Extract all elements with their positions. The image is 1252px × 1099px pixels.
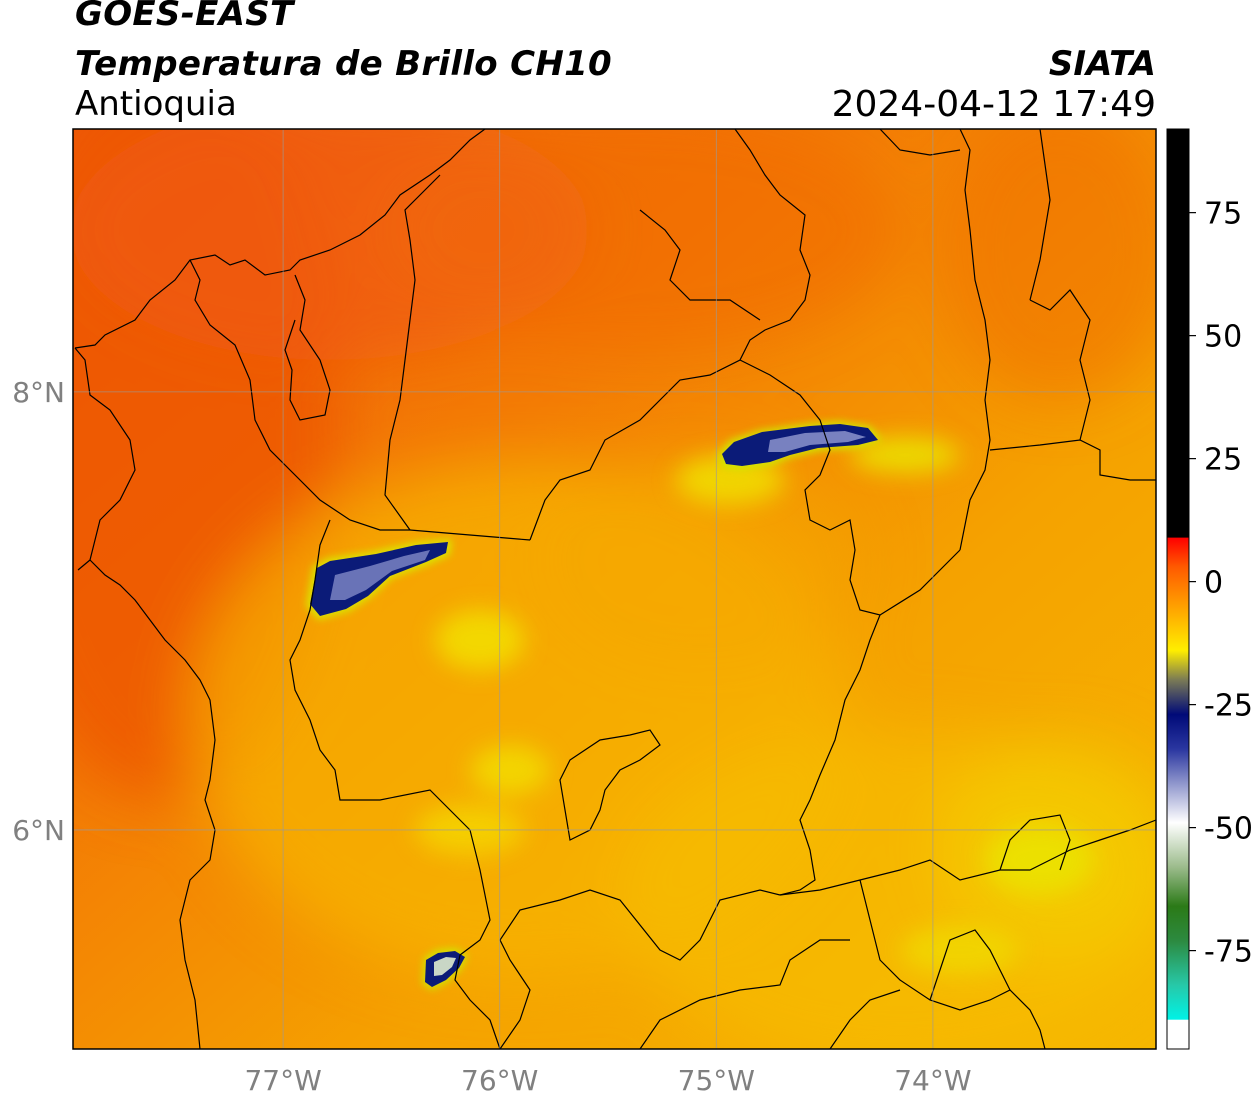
boundary-north-east [1029,129,1051,301]
cundinamarca-border [859,879,1046,1049]
antioquia-ne-border [739,359,961,616]
bolivar-border [529,129,811,541]
region-label: Antioquia [75,84,237,124]
datetime-label: 2024-04-12 17:49 [831,84,1156,125]
norte-santander-border [989,439,1156,481]
choco-antioquia-border [289,519,501,1049]
coastline-choco [74,347,136,571]
lon-tick-label: 74°W [894,1064,971,1097]
santander-sur-border [999,814,1071,871]
colorbar-tick-label: -75 [1204,935,1252,970]
santander-border [959,129,991,551]
coastline-urabá [74,129,486,349]
temperature-field [73,129,1156,1049]
gulf-uraba [284,274,331,421]
colorbar-tick-label: 75 [1204,197,1242,232]
agency-label: SIATA [1048,44,1156,84]
borders [74,129,1156,1049]
cesar-border [879,129,961,156]
lon-tick-label: 77°W [244,1064,321,1097]
sucre-border [639,209,761,321]
south-inner [829,989,901,1049]
product-title: Temperatura de Brillo CH10 [75,44,613,84]
lon-tick-label: 76°W [461,1064,538,1097]
cordoba-border [189,259,531,541]
pacific-coast [89,559,216,1049]
cordoba-inner [384,174,441,531]
lat-tick-label: 8°N [12,376,65,409]
lat-tick-label: 6°N [12,814,65,847]
venezuela-border [1029,289,1091,441]
boyaca-inner [929,929,1011,1001]
longitude-labels: 77°W 76°W 75°W 74°W [244,1064,971,1097]
colorbar [1166,128,1190,1050]
satellite-title: GOES-EAST [75,0,294,34]
colorbar-tick-label: -25 [1204,689,1252,724]
caldas-border [499,889,781,1049]
tolima-border [639,939,850,1049]
cloud-cores [306,421,882,990]
latitude-labels: 8°N 6°N [12,376,65,847]
colorbar-ticks: 75 50 25 0 -25 -50 -75 [1189,197,1252,970]
colorbar-tick-label: -50 [1204,812,1252,847]
lon-tick-label: 75°W [678,1064,755,1097]
medellin-area [559,729,661,841]
gridlines [73,129,1156,1049]
colorbar-tick-label: 25 [1204,443,1242,478]
colorbar-tick-label: 0 [1204,566,1223,601]
colorbar-tick-label: 50 [1204,320,1242,355]
map-frame [72,128,1157,1050]
magdalena-river-border [779,614,881,896]
